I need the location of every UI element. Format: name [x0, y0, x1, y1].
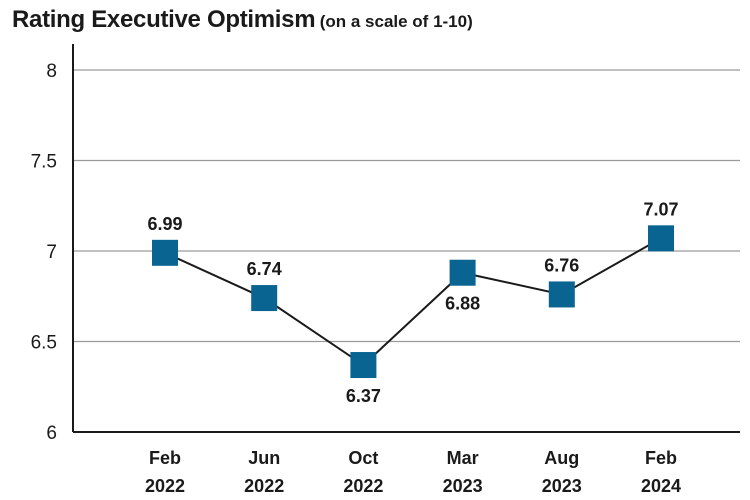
series-line	[164, 237, 662, 367]
y-tick-label: 8	[46, 61, 57, 82]
y-tick-label: 7	[46, 242, 57, 263]
x-tick-label: 2022	[343, 476, 383, 496]
data-point-label: 7.07	[643, 199, 678, 219]
data-labels: 6.99 6.74 6.37 6.88 6.76 7.07	[147, 199, 678, 406]
x-tick-label: Feb	[149, 448, 181, 468]
x-tick-label: 2023	[443, 476, 483, 496]
x-tick-label: Jun	[248, 448, 280, 468]
data-point-label: 6.74	[247, 259, 282, 279]
y-axis-ticks: 6 6.5 7 7.5 8	[31, 61, 57, 444]
data-point-label: 6.99	[147, 214, 182, 234]
x-axis-ticks: Feb 2022 Jun 2022 Oct 2022 Mar 2023 Aug 2023 Feb 20…	[145, 448, 681, 496]
axes	[72, 44, 740, 433]
y-tick-label: 6	[46, 423, 57, 444]
x-tick-label: 2023	[542, 476, 582, 496]
data-point-label: 6.88	[445, 294, 480, 314]
data-point-marker	[251, 285, 278, 312]
data-point-marker	[350, 352, 377, 379]
x-tick-label: Mar	[447, 448, 479, 468]
chart-title: Rating Executive Optimism	[12, 6, 316, 33]
data-point-label: 6.76	[544, 255, 579, 275]
x-tick-label: Oct	[348, 448, 378, 468]
chart-subtitle: (on a scale of 1-10)	[319, 12, 473, 31]
data-point-marker	[648, 225, 674, 252]
chart-title-block: Rating Executive Optimism (on a scale of…	[12, 6, 473, 34]
data-point-marker	[449, 259, 476, 286]
x-tick-label: Feb	[645, 448, 677, 468]
data-point-marker	[152, 239, 178, 266]
x-tick-label: Aug	[544, 448, 579, 468]
gridlines	[73, 69, 740, 343]
y-tick-label: 7.5	[31, 152, 57, 173]
data-point-marker	[548, 281, 575, 308]
y-tick-label: 6.5	[31, 333, 57, 354]
x-tick-label: 2024	[641, 476, 681, 496]
data-point-label: 6.37	[346, 386, 381, 406]
series-markers	[152, 225, 674, 379]
x-tick-label: 2022	[145, 476, 185, 496]
series-line-path	[164, 237, 662, 367]
x-tick-label: 2022	[244, 476, 284, 496]
